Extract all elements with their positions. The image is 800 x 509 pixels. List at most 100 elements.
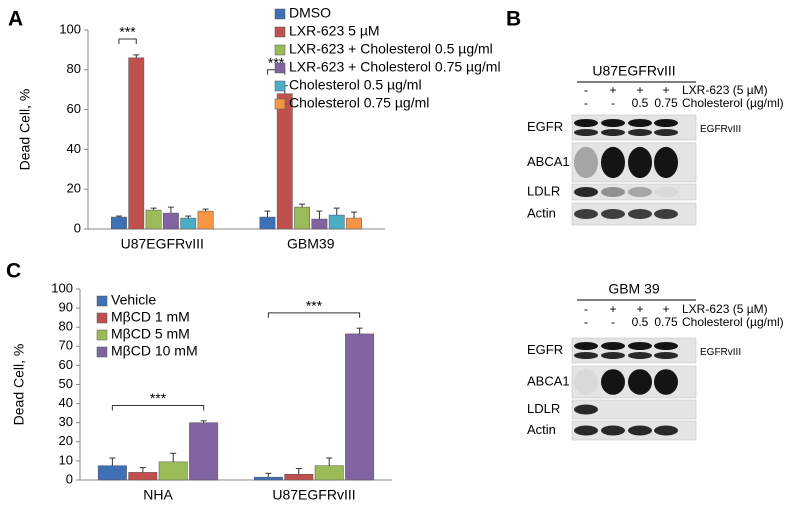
blot-band xyxy=(601,352,625,359)
bar xyxy=(197,210,214,230)
bar xyxy=(128,472,158,481)
blot-band xyxy=(601,119,625,127)
bar xyxy=(314,465,344,481)
legend-swatch xyxy=(96,312,108,324)
blot-band xyxy=(574,187,598,197)
condition-value: 0.5 xyxy=(632,315,649,329)
significance-bracket xyxy=(118,38,137,44)
blot-band xyxy=(574,342,598,350)
legend-label: Vehicle xyxy=(111,292,156,308)
y-tick-label: 0 xyxy=(66,471,73,486)
bar xyxy=(180,217,197,230)
bar xyxy=(97,465,127,481)
legend-label: LXR-623 5 µM xyxy=(289,23,380,39)
significance-bracket xyxy=(267,312,361,318)
blot-side-label: EGFRvIII xyxy=(700,347,741,358)
panel-label: C xyxy=(6,260,21,283)
blot-band xyxy=(654,129,678,136)
y-axis-label: Dead Cell, % xyxy=(17,89,33,171)
bar xyxy=(158,461,188,481)
condition-value: - xyxy=(611,315,615,329)
legend-label: LXR-623 + Cholesterol 0.5 µg/ml xyxy=(289,41,493,57)
blot-band xyxy=(601,129,625,136)
condition-value: - xyxy=(611,96,615,110)
blot-strip xyxy=(571,399,697,420)
y-tick-label: 10 xyxy=(59,452,73,467)
blot-strip xyxy=(571,183,697,201)
blot-band xyxy=(574,369,598,395)
blot-strip xyxy=(571,337,697,364)
legend-label: Cholesterol 0.75 µg/ml xyxy=(289,95,429,111)
y-tick-label: 60 xyxy=(67,101,81,116)
legend-label: MβCD 10 mM xyxy=(111,343,198,359)
legend-swatch xyxy=(96,295,108,307)
blot-row-label: EGFR xyxy=(527,119,563,134)
significance-label: *** xyxy=(119,24,136,40)
bar xyxy=(145,209,162,230)
x-tick-label: U87EGFRvIII xyxy=(121,236,204,252)
blot-band xyxy=(601,369,625,395)
blot-band xyxy=(601,342,625,350)
bar xyxy=(189,422,219,481)
bar xyxy=(345,333,375,481)
blot-band xyxy=(601,187,625,197)
bar xyxy=(253,476,283,481)
blot-band xyxy=(654,352,678,359)
bar xyxy=(111,216,127,230)
legend-swatch xyxy=(274,8,286,20)
bar xyxy=(128,57,145,230)
legend-swatch xyxy=(274,98,286,110)
significance-bracket xyxy=(111,405,205,411)
y-axis-label: Dead Cell, % xyxy=(11,344,27,426)
y-tick-label: 20 xyxy=(59,433,73,448)
y-tick-label: 20 xyxy=(67,181,81,196)
legend-swatch xyxy=(96,346,108,358)
blot-band xyxy=(601,146,625,179)
blot-row-label: ABCA1 xyxy=(527,373,570,388)
blot-band xyxy=(574,129,598,136)
blot-band xyxy=(628,129,652,136)
x-tick-label: GBM39 xyxy=(287,236,335,252)
legend-label: MβCD 1 mM xyxy=(111,309,190,325)
bar xyxy=(328,214,345,230)
blot-band xyxy=(574,404,598,415)
panel-label: A xyxy=(8,8,23,31)
legend-swatch xyxy=(274,62,286,74)
blot-row-label: EGFR xyxy=(527,342,563,357)
blot-row-label: ABCA1 xyxy=(527,154,570,169)
blot-band xyxy=(628,369,652,395)
legend-label: Cholesterol 0.5 µg/ml xyxy=(289,77,422,93)
blot-band xyxy=(628,352,652,359)
condition-value: + xyxy=(662,302,669,316)
legend-swatch xyxy=(274,44,286,56)
bar xyxy=(294,206,310,230)
y-tick-label: 70 xyxy=(59,338,73,353)
condition-value: + xyxy=(609,302,616,316)
y-tick-label: 50 xyxy=(59,376,73,391)
blot-band xyxy=(654,119,678,127)
legend-swatch xyxy=(274,26,286,38)
y-tick-label: 0 xyxy=(74,220,81,235)
condition-value: - xyxy=(584,302,588,316)
blot-band xyxy=(601,209,625,219)
y-tick-label: 100 xyxy=(59,21,81,36)
blot-title: GBM 39 xyxy=(608,281,660,297)
blot-band xyxy=(628,187,652,197)
blot-band xyxy=(654,342,678,350)
y-tick-label: 30 xyxy=(59,414,73,429)
bar xyxy=(311,218,328,230)
blot-side-label: EGFRvIII xyxy=(700,124,741,135)
condition-value: - xyxy=(584,315,588,329)
blot-strip xyxy=(571,114,697,141)
legend-label: MβCD 5 mM xyxy=(111,326,190,342)
condition-label: LXR-623 (5 µM) xyxy=(682,83,768,97)
legend-label: LXR-623 + Cholesterol 0.75 µg/ml xyxy=(289,59,501,75)
blot-band xyxy=(574,425,598,436)
bar xyxy=(284,474,314,481)
y-tick-label: 90 xyxy=(59,300,73,315)
blot-title: U87EGFRvIII xyxy=(592,63,675,79)
condition-value: 0.5 xyxy=(632,96,649,110)
significance-label: *** xyxy=(150,390,167,406)
blot-band xyxy=(628,425,652,436)
